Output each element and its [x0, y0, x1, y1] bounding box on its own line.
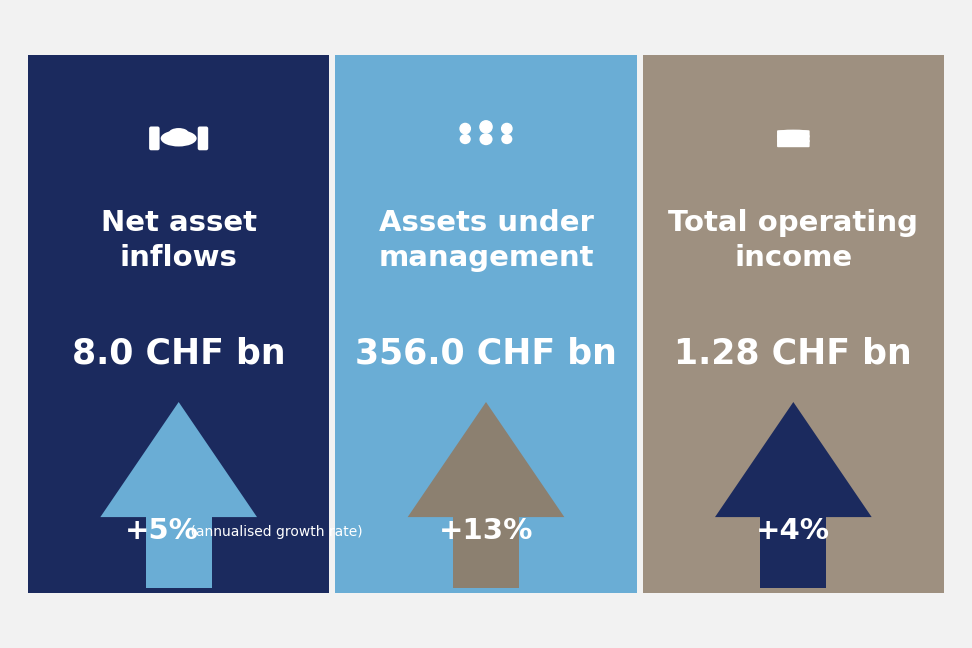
Ellipse shape — [778, 139, 809, 143]
Ellipse shape — [160, 130, 196, 146]
Text: Total operating
income: Total operating income — [669, 209, 919, 272]
Ellipse shape — [502, 134, 512, 144]
Circle shape — [480, 121, 492, 133]
Text: +5%: +5% — [124, 517, 198, 545]
Bar — [28, 55, 330, 593]
Ellipse shape — [778, 134, 809, 137]
Polygon shape — [407, 402, 565, 517]
FancyBboxPatch shape — [197, 126, 208, 150]
Text: +4%: +4% — [756, 517, 830, 545]
Text: Assets under
management: Assets under management — [378, 209, 594, 272]
Ellipse shape — [169, 128, 189, 138]
Polygon shape — [715, 402, 872, 517]
FancyBboxPatch shape — [777, 135, 810, 143]
FancyBboxPatch shape — [777, 140, 810, 147]
FancyBboxPatch shape — [777, 130, 810, 137]
Text: (annualised growth rate): (annualised growth rate) — [187, 525, 364, 539]
Bar — [642, 55, 944, 593]
Ellipse shape — [460, 134, 470, 144]
Text: 8.0 CHF bn: 8.0 CHF bn — [72, 336, 286, 371]
Polygon shape — [760, 517, 826, 588]
Bar — [335, 55, 637, 593]
Text: Net asset
inflows: Net asset inflows — [101, 209, 257, 272]
Ellipse shape — [778, 130, 809, 133]
Text: +13%: +13% — [438, 517, 534, 545]
Ellipse shape — [479, 133, 493, 145]
Polygon shape — [146, 517, 212, 588]
Text: 1.28 CHF bn: 1.28 CHF bn — [675, 336, 912, 371]
Circle shape — [502, 123, 512, 133]
FancyBboxPatch shape — [149, 126, 159, 150]
Circle shape — [460, 123, 470, 133]
Polygon shape — [453, 517, 519, 588]
Polygon shape — [100, 402, 257, 517]
Text: 356.0 CHF bn: 356.0 CHF bn — [355, 336, 617, 371]
